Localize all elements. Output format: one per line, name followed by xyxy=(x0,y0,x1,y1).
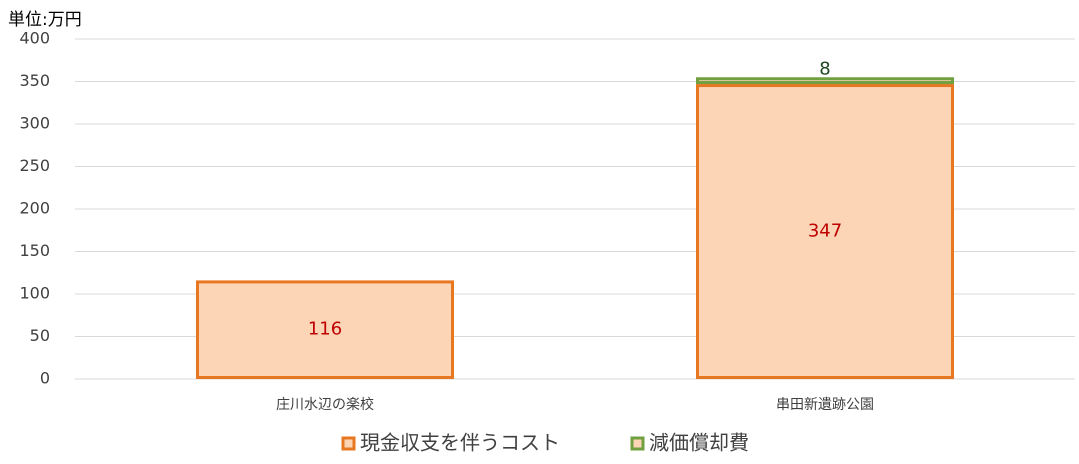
y-tick-label: 200 xyxy=(19,199,50,218)
y-tick-label: 150 xyxy=(19,241,50,260)
x-tick-label: 庄川水辺の楽校 xyxy=(276,396,374,413)
legend-label: 減価償却費 xyxy=(649,431,749,455)
y-tick-label: 50 xyxy=(30,326,50,345)
y-tick-label: 250 xyxy=(19,156,50,175)
bar-segment xyxy=(696,77,954,85)
data-label: 347 xyxy=(808,221,842,242)
unit-label: 単位:万円 xyxy=(8,10,82,30)
data-label: 116 xyxy=(308,319,342,340)
bar-segment xyxy=(696,84,954,380)
legend-label: 現金収支を伴うコスト xyxy=(360,431,560,455)
y-tick-label: 300 xyxy=(19,114,50,133)
y-tick-label: 0 xyxy=(40,369,50,388)
legend-swatch xyxy=(630,436,645,451)
y-tick-label: 100 xyxy=(19,284,50,303)
y-tick-label: 350 xyxy=(19,71,50,90)
data-label: 8 xyxy=(819,58,830,79)
y-tick-label: 400 xyxy=(19,29,50,48)
x-tick-label: 串田新遺跡公園 xyxy=(776,397,874,413)
legend-swatch xyxy=(341,436,356,451)
bar-segment xyxy=(196,280,454,379)
